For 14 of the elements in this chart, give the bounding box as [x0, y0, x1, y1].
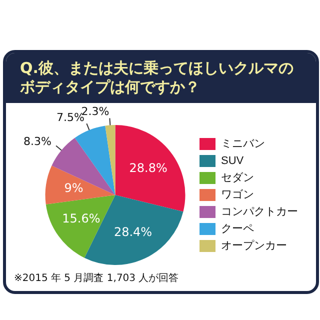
data-label: 15.6% [62, 212, 100, 226]
legend-label: SUV [221, 155, 244, 168]
legend-label: コンパクトカー [221, 206, 298, 218]
legend-label: ミニバン [221, 138, 265, 150]
data-label: 8.3% [23, 134, 52, 148]
legend-label: ワゴン [221, 189, 254, 202]
chart-title: Q.彼、または夫に乗ってほしいクルマのボディタイプは何ですか？ [6, 53, 316, 103]
legend-label: オープンカー [221, 239, 287, 252]
text: ※2015 年 5 月調査 1,703 人が回答 [13, 272, 180, 286]
data-label: 9% [64, 180, 84, 195]
legend-label: セダン [221, 172, 254, 184]
data-label: 28.8% [129, 161, 168, 176]
legend-label: クーペ [221, 223, 254, 236]
data-label: 28.4% [114, 225, 152, 240]
